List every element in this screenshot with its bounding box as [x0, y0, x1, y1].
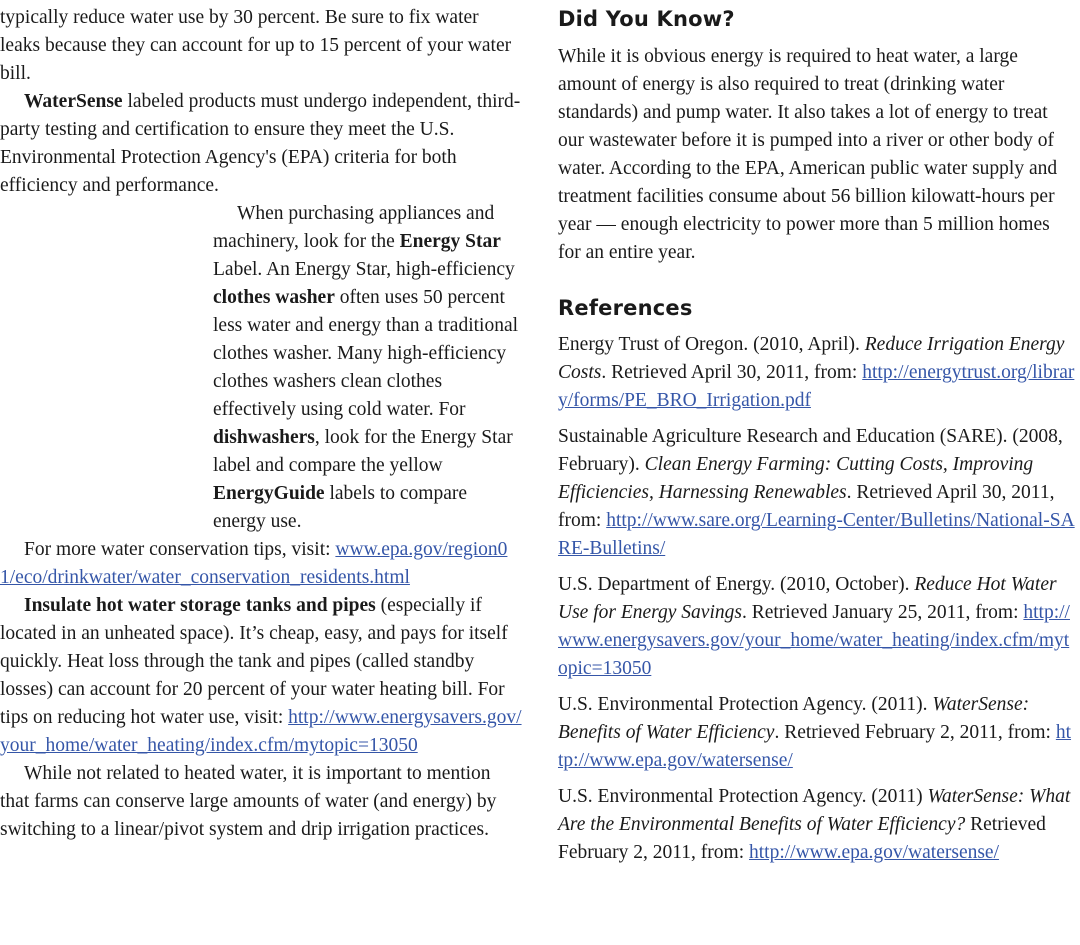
text-run: . Retrieved April 30, 2011, from: [558, 482, 1055, 531]
text-run: Energy Trust of Oregon. (2010, April). [558, 334, 865, 355]
paragraph: While not related to heated water, it is… [0, 760, 522, 844]
text-run: U.S. Environmental Protection Agency. (2… [558, 694, 933, 715]
reference-item: U.S. Department of Energy. (2010, Octobe… [558, 571, 1076, 683]
paragraph: WaterSense labeled products must undergo… [0, 88, 522, 200]
references-list: Energy Trust of Oregon. (2010, April). R… [558, 331, 1076, 867]
text-run: often uses 50 percent less water and ene… [213, 287, 519, 420]
did-you-know-heading: Did You Know? [558, 7, 735, 31]
bold-text: WaterSense [24, 91, 123, 112]
reference-item: Sustainable Agriculture Research and Edu… [558, 423, 1076, 563]
text-run: , look for the Energy Star label and com… [213, 427, 513, 476]
link[interactable]: http://www.sare.org/Learning-Center/Bull… [558, 510, 1075, 559]
italic-title: Reduce Irrigation Energy Costs [558, 334, 1065, 383]
bold-text: EnergyGuide [213, 483, 325, 504]
paragraph: For more water conservation tips, visit:… [0, 536, 522, 592]
italic-title: WaterSense: What Are the Environmental B… [558, 786, 1071, 835]
paragraph: When purchasing appliances and machinery… [213, 200, 522, 536]
bold-text: dishwashers [213, 427, 315, 448]
text-run: . Retrieved January 25, 2011, from: [741, 602, 1024, 623]
link[interactable]: http://www.epa.gov/watersense/ [558, 722, 1072, 771]
references-heading: References [558, 296, 693, 320]
italic-title: Clean Energy Farming: Cutting Costs, Imp… [558, 454, 1034, 503]
text-run: . Retrieved February 2, 2011, from: [774, 722, 1056, 743]
italic-title: Reduce Hot Water Use for Energy Savings [558, 574, 1057, 623]
bold-text: Insulate hot water storage tanks and pip… [24, 595, 376, 616]
text-run: For more water conservation tips, visit: [24, 539, 336, 560]
link[interactable]: http://www.energysavers.gov/your_home/wa… [0, 707, 522, 756]
text-run: . Retrieved April 30, 2011, from: [601, 362, 863, 383]
text-run: labels to compare energy use. [213, 483, 467, 532]
text-run: Sustainable Agriculture Research and Edu… [558, 426, 1063, 475]
reference-item: U.S. Environmental Protection Agency. (2… [558, 783, 1076, 867]
text-run: Retrieved February 2, 2011, from: [558, 814, 1046, 863]
text-run: (especially if located in an unheated sp… [0, 595, 508, 728]
link[interactable]: http://www.epa.gov/watersense/ [749, 842, 1000, 863]
link[interactable]: http://energytrust.org/library/forms/PE_… [558, 362, 1075, 411]
italic-title: WaterSense: Benefits of Water Efficiency [558, 694, 1030, 743]
bold-text: Energy Star [399, 231, 501, 252]
text-run: Label. An Energy Star, high-efficiency [213, 259, 515, 280]
text-run: While not related to heated water, it is… [0, 763, 497, 840]
bold-text: clothes washer [213, 287, 335, 308]
did-you-know-text: While it is obvious energy is required t… [558, 46, 1058, 263]
link[interactable]: www.epa.gov/region01/eco/drinkwater/wate… [0, 539, 508, 588]
paragraph: Insulate hot water storage tanks and pip… [0, 592, 522, 760]
text-run: When purchasing appliances and machinery… [213, 203, 495, 252]
left-column: typically reduce water use by 30 percent… [0, 4, 522, 844]
link[interactable]: http://www.energysavers.gov/your_home/wa… [558, 602, 1070, 679]
text-run: labeled products must undergo independen… [0, 91, 521, 196]
text-run: U.S. Environmental Protection Agency. (2… [558, 786, 928, 807]
reference-item: Energy Trust of Oregon. (2010, April). R… [558, 331, 1076, 415]
text-run: typically reduce water use by 30 percent… [0, 7, 512, 84]
paragraph: typically reduce water use by 30 percent… [0, 4, 522, 88]
text-run: U.S. Department of Energy. (2010, Octobe… [558, 574, 915, 595]
right-column: Did You Know? While it is obvious energy… [558, 4, 1076, 875]
reference-item: U.S. Environmental Protection Agency. (2… [558, 691, 1076, 775]
